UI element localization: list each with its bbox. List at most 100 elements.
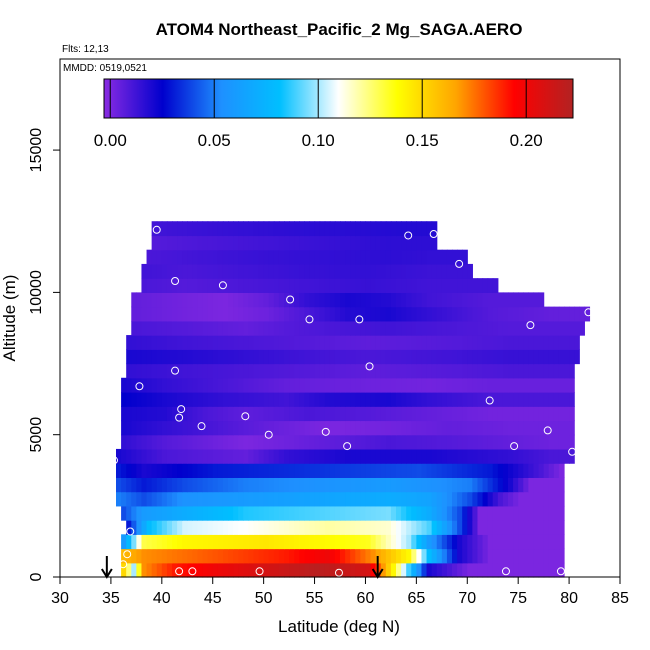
- curtain-cell: [222, 249, 229, 265]
- curtain-cell: [258, 406, 265, 422]
- curtain-cell: [166, 448, 173, 464]
- curtain-cell: [538, 491, 545, 507]
- curtain-cell: [294, 406, 300, 422]
- curtain-cell: [345, 335, 351, 350]
- curtain-cell: [528, 349, 535, 365]
- curtain-cell: [324, 235, 331, 251]
- curtain-cell: [406, 221, 412, 237]
- curtain-cell: [334, 249, 341, 265]
- curtain-cell: [472, 292, 479, 308]
- curtain-cell: [497, 491, 504, 507]
- curtain-cell: [441, 534, 448, 550]
- curtain-cell: [523, 434, 529, 450]
- sample-point: [264, 430, 273, 439]
- curtain-cell: [131, 363, 137, 379]
- curtain-cell: [126, 491, 132, 507]
- curtain-cell: [233, 249, 239, 265]
- curtain-cell: [457, 392, 463, 407]
- curtain-cell: [446, 349, 453, 365]
- curtain-cell: [401, 448, 407, 464]
- curtain-cell: [314, 306, 321, 322]
- curtain-cell: [177, 534, 183, 550]
- curtain-cell: [421, 335, 428, 350]
- curtain-cell: [299, 392, 305, 407]
- curtain-cell: [273, 434, 280, 450]
- curtain-cell: [294, 320, 300, 336]
- curtain-cell: [263, 263, 270, 279]
- curtain-cell: [136, 477, 143, 493]
- curtain-cell: [172, 491, 178, 507]
- curtain-cell: [528, 491, 535, 507]
- sample-point: [126, 527, 135, 536]
- curtain-cell: [467, 520, 473, 535]
- curtain-cell: [222, 292, 229, 308]
- curtain-cell: [518, 420, 524, 436]
- curtain-cell: [243, 477, 249, 493]
- curtain-cell: [375, 520, 382, 535]
- curtain-cell: [431, 235, 438, 251]
- curtain-cell: [355, 377, 361, 393]
- curtain-cell: [284, 548, 290, 564]
- curtain-cell: [411, 278, 417, 293]
- curtain-cell: [441, 548, 448, 564]
- curtain-cell: [375, 406, 382, 422]
- curtain-cell: [172, 292, 178, 308]
- curtain-cell: [502, 349, 509, 365]
- curtain-cell: [431, 562, 438, 578]
- curtain-cell: [457, 349, 463, 365]
- curtain-cell: [446, 434, 453, 450]
- curtain-cell: [497, 420, 504, 436]
- curtain-cell: [166, 292, 173, 308]
- curtain-cell: [390, 534, 397, 550]
- curtain-cell: [548, 377, 555, 393]
- curtain-cell: [172, 349, 178, 365]
- curtain-cell: [513, 520, 519, 535]
- curtain-cell: [197, 562, 204, 578]
- curtain-cell: [528, 448, 535, 464]
- curtain-cell: [222, 320, 229, 336]
- curtain-cell: [131, 505, 137, 521]
- curtain-cell: [350, 377, 356, 393]
- curtain-cell: [360, 505, 367, 521]
- curtain-cell: [309, 463, 316, 478]
- curtain-cell: [212, 263, 219, 279]
- curtain-cell: [202, 491, 209, 507]
- curtain-cell: [182, 306, 188, 322]
- curtain-cell: [314, 434, 321, 450]
- curtain-cell: [278, 249, 285, 265]
- curtain-cell: [161, 434, 168, 450]
- curtain-cell: [136, 505, 143, 521]
- curtain-cell: [528, 406, 535, 422]
- curtain-cell: [238, 562, 244, 578]
- curtain-cell: [151, 463, 158, 478]
- curtain-cell: [360, 349, 367, 365]
- curtain-cell: [172, 377, 178, 393]
- curtain-cell: [324, 406, 331, 422]
- curtain-cell: [538, 335, 545, 350]
- curtain-cell: [411, 377, 417, 393]
- curtain-cell: [492, 420, 499, 436]
- curtain-cell: [217, 448, 224, 464]
- curtain-cell: [182, 562, 188, 578]
- curtain-cell: [217, 548, 224, 564]
- curtain-cell: [197, 448, 204, 464]
- curtain-cell: [207, 520, 214, 535]
- curtain-cell: [452, 263, 458, 279]
- curtain-cell: [513, 320, 519, 336]
- curtain-cell: [457, 249, 463, 265]
- curtain-cell: [243, 335, 249, 350]
- curtain-cell: [268, 278, 275, 293]
- curtain-cell: [151, 406, 158, 422]
- curtain-cell: [385, 534, 392, 550]
- curtain-cell: [472, 520, 479, 535]
- curtain-cell: [278, 477, 285, 493]
- curtain-cell: [177, 548, 183, 564]
- curtain-cell: [294, 249, 300, 265]
- curtain-cell: [365, 249, 372, 265]
- curtain-cell: [187, 320, 193, 336]
- curtain-cell: [365, 377, 372, 393]
- curtain-cell: [187, 263, 193, 279]
- curtain-cell: [136, 548, 143, 564]
- curtain-cell: [156, 335, 163, 350]
- curtain-cell: [365, 263, 372, 279]
